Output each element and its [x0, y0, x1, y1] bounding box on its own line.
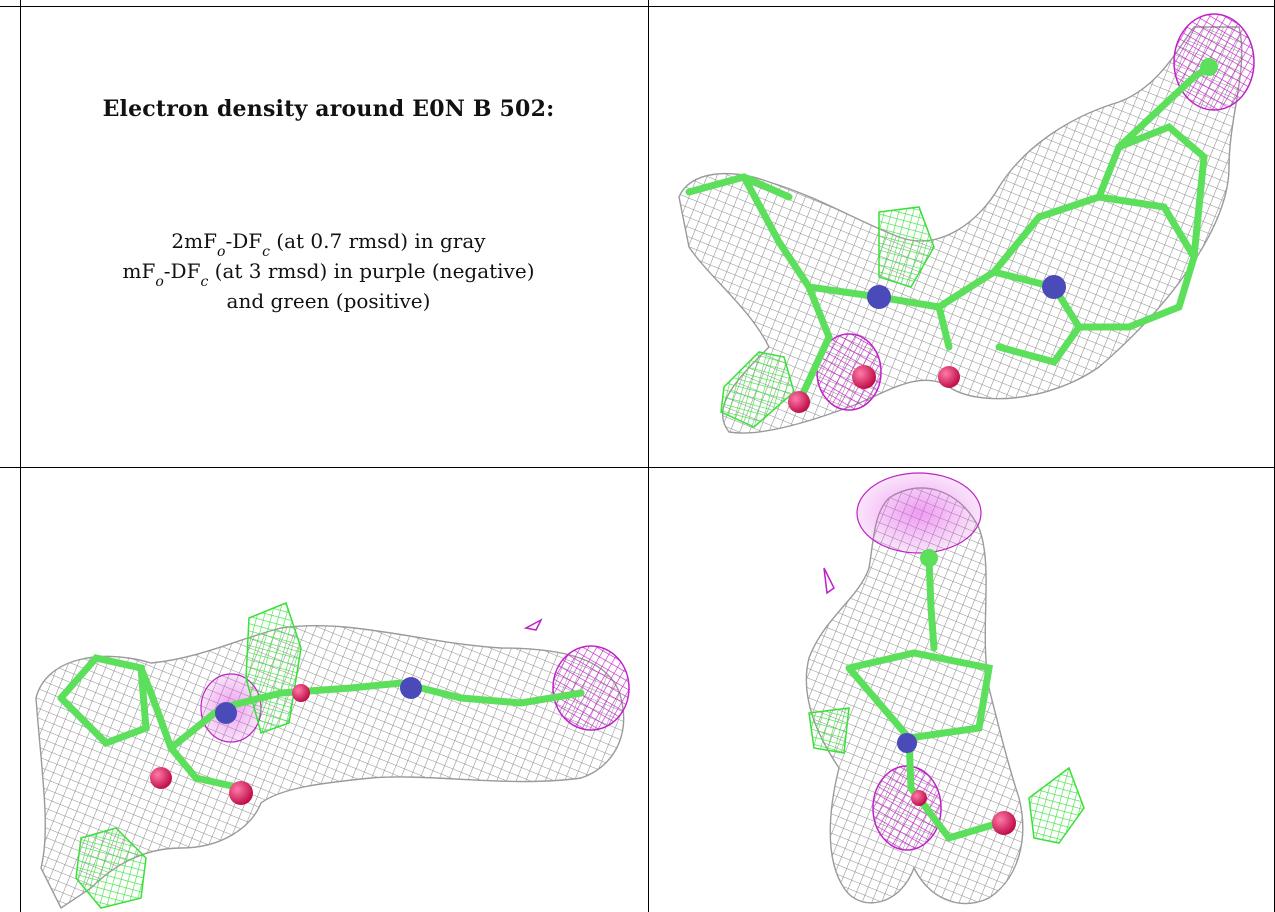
density-view-3	[649, 468, 1274, 912]
molecule-density-view-3-icon	[805, 472, 1085, 905]
molecule-density-view-1-icon	[678, 13, 1255, 434]
caption-cell: Electron density around E0N B 502: 2mFo-…	[20, 0, 637, 467]
molecule-density-view-2-icon	[35, 602, 630, 910]
border-top	[0, 6, 1275, 7]
border-middle	[0, 467, 1275, 468]
caption-line-1: 2mFo-DFc (at 0.7 rmsd) in gray	[171, 229, 486, 260]
border-mid	[648, 0, 649, 912]
caption-body: 2mFo-DFc (at 0.7 rmsd) in gray mFo-DFc (…	[20, 226, 637, 316]
border-left	[20, 0, 21, 912]
caption-line-3: and green (positive)	[226, 289, 431, 313]
caption-title: Electron density around E0N B 502:	[102, 96, 555, 122]
caption-line-2: mFo-DFc (at 3 rmsd) in purple (negative)	[122, 259, 535, 290]
density-view-1	[649, 7, 1274, 467]
density-view-2	[21, 468, 648, 912]
